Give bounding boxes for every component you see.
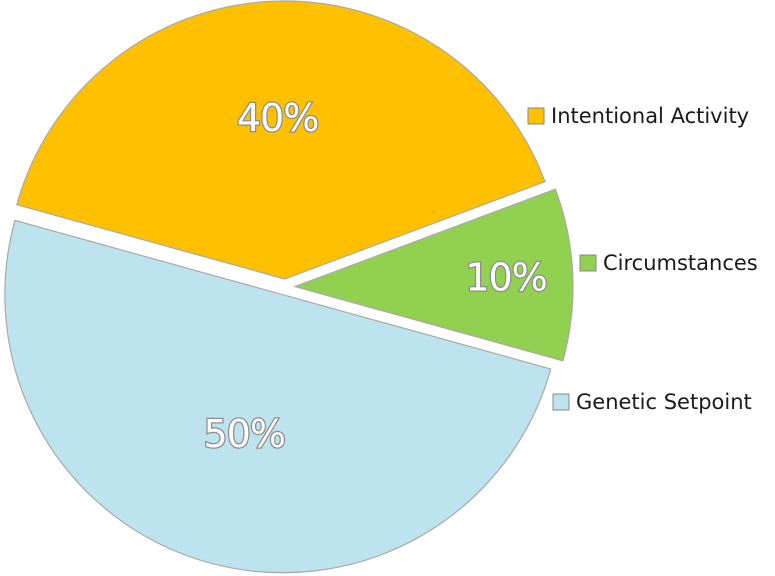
data-label-genetic-setpoint: 50% bbox=[203, 412, 284, 456]
legend-swatch-genetic-setpoint bbox=[552, 393, 570, 411]
legend-label-intentional-activity: Intentional Activity bbox=[551, 104, 749, 128]
pie-slice-circumstances bbox=[293, 188, 574, 362]
legend-swatch-circumstances bbox=[579, 254, 597, 272]
data-label-intentional-activity: 40% bbox=[237, 96, 318, 140]
legend: Intentional Activity Circumstances Genetic… bbox=[527, 104, 758, 414]
legend-label-circumstances: Circumstances bbox=[603, 251, 758, 275]
legend-swatch-intentional-activity bbox=[527, 107, 545, 125]
data-labels: 40% 10% 50% bbox=[202, 95, 549, 458]
pie-slice-intentional-activity bbox=[16, 0, 546, 280]
pie-slice-genetic-setpoint bbox=[4, 219, 552, 573]
legend-label-genetic-setpoint: Genetic Setpoint bbox=[576, 390, 752, 414]
pie-slices bbox=[4, 0, 574, 573]
data-label-circumstances: 10% bbox=[465, 255, 546, 299]
